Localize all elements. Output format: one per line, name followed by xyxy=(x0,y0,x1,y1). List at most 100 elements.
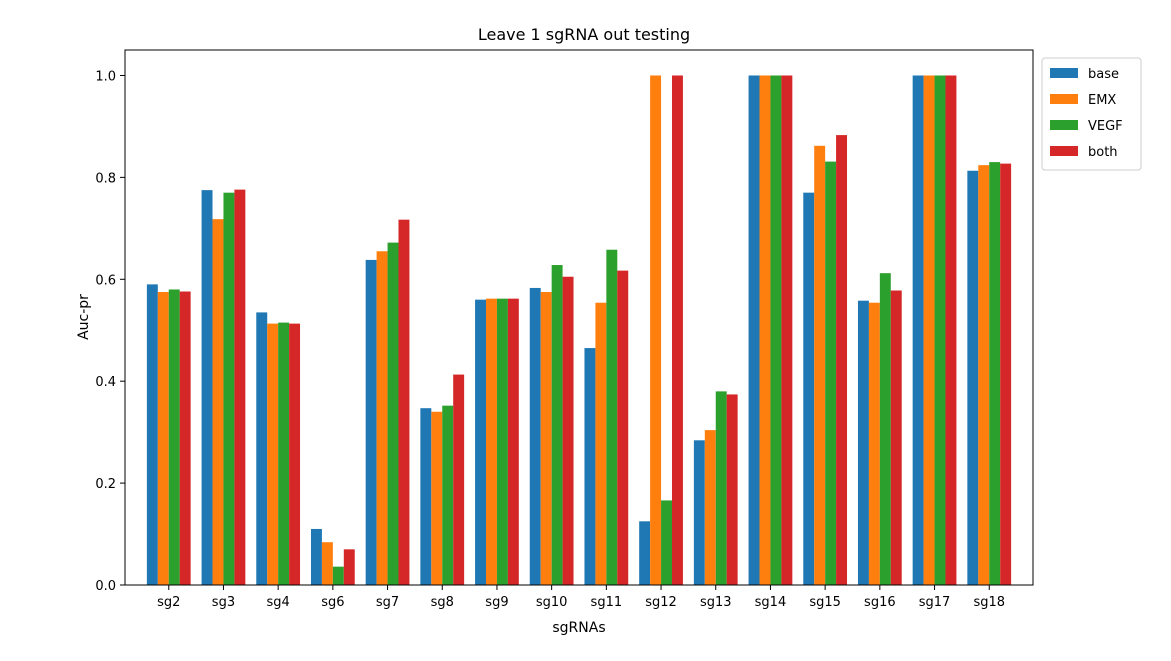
bar-base-sg11 xyxy=(584,348,596,585)
legend-swatch-both xyxy=(1050,146,1078,156)
x-axis: sg2 sg3 sg4 sg6 sg7 sg8 sg9 sg10 sg11 sg12 sg13 sg1… xyxy=(157,585,1005,610)
bar-both-sg10 xyxy=(562,276,574,585)
bar-both-sg9 xyxy=(507,298,519,585)
bar-both-sg4 xyxy=(289,323,301,585)
x-tick-label: sg10 xyxy=(536,595,568,610)
x-tick-label: sg3 xyxy=(212,595,235,610)
bar-VEGF-sg14 xyxy=(770,75,782,585)
x-tick-label: sg4 xyxy=(267,595,290,610)
bar-EMX-sg16 xyxy=(868,302,880,585)
bar-base-sg9 xyxy=(475,299,487,585)
legend-label-EMX: EMX xyxy=(1088,93,1116,108)
legend-label-base: base xyxy=(1088,67,1119,82)
bar-base-sg6 xyxy=(310,528,322,585)
bar-both-sg2 xyxy=(179,291,191,585)
bar-EMX-sg12 xyxy=(650,75,662,585)
x-tick-label: sg11 xyxy=(591,595,623,610)
bar-EMX-sg14 xyxy=(759,75,771,585)
bar-base-sg13 xyxy=(693,440,705,585)
bar-both-sg17 xyxy=(945,75,957,585)
legend-label-VEGF: VEGF xyxy=(1088,119,1123,134)
bar-VEGF-sg9 xyxy=(496,298,508,585)
bar-EMX-sg13 xyxy=(704,430,716,585)
y-axis: 0.0 0.2 0.4 0.6 0.8 1.0 xyxy=(95,69,125,594)
bars-layer xyxy=(146,75,1012,586)
x-tick-label: sg15 xyxy=(809,595,841,610)
bar-base-sg10 xyxy=(529,287,541,585)
y-axis-label: Auc-pr xyxy=(76,294,92,340)
bar-EMX-sg2 xyxy=(157,292,169,585)
bar-EMX-sg4 xyxy=(267,323,279,585)
bar-VEGF-sg6 xyxy=(332,566,344,585)
x-tick-label: sg8 xyxy=(431,595,454,610)
bar-EMX-sg11 xyxy=(595,302,607,585)
bar-EMX-sg10 xyxy=(540,292,552,585)
legend: base EMX VEGF both xyxy=(1041,57,1142,171)
bar-EMX-sg9 xyxy=(486,298,497,585)
bar-VEGF-sg4 xyxy=(278,322,290,585)
legend-swatch-EMX xyxy=(1050,94,1078,104)
bar-both-sg12 xyxy=(671,75,683,585)
bar-both-sg6 xyxy=(343,549,355,585)
bar-base-sg18 xyxy=(967,170,979,585)
bar-base-sg8 xyxy=(420,408,432,585)
bar-EMX-sg3 xyxy=(212,219,224,585)
bar-both-sg7 xyxy=(398,219,410,586)
bar-VEGF-sg17 xyxy=(934,75,946,585)
bar-base-sg4 xyxy=(256,312,268,585)
y-tick-label: 0.4 xyxy=(95,375,116,390)
bar-VEGF-sg8 xyxy=(442,405,454,585)
bar-both-sg15 xyxy=(836,135,848,585)
bar-VEGF-sg15 xyxy=(825,161,837,585)
x-tick-label: sg17 xyxy=(919,595,951,610)
bar-VEGF-sg10 xyxy=(551,265,563,585)
bar-both-sg8 xyxy=(453,374,465,585)
bar-VEGF-sg12 xyxy=(661,500,672,585)
x-tick-label: sg16 xyxy=(864,595,896,610)
bar-VEGF-sg16 xyxy=(879,273,891,585)
x-tick-label: sg12 xyxy=(645,595,677,610)
x-axis-label: sgRNAs xyxy=(552,620,605,636)
bar-base-sg16 xyxy=(857,300,869,585)
bar-VEGF-sg18 xyxy=(989,162,1001,585)
bar-base-sg15 xyxy=(803,192,815,586)
bar-both-sg3 xyxy=(234,189,246,586)
x-tick-label: sg9 xyxy=(485,595,508,610)
y-tick-label: 0.8 xyxy=(95,171,116,186)
legend-label-both: both xyxy=(1088,145,1118,160)
y-tick-label: 1.0 xyxy=(95,69,116,84)
bar-both-sg13 xyxy=(726,394,738,585)
x-tick-label: sg2 xyxy=(157,595,180,610)
x-tick-label: sg6 xyxy=(321,595,344,610)
bar-both-sg11 xyxy=(617,270,629,585)
chart-title: Leave 1 sgRNA out testing xyxy=(478,25,690,44)
x-tick-label: sg18 xyxy=(973,595,1005,610)
bar-base-sg2 xyxy=(146,284,158,585)
bar-VEGF-sg13 xyxy=(715,391,727,585)
bar-EMX-sg7 xyxy=(376,251,388,585)
bar-base-sg7 xyxy=(365,259,377,585)
bar-both-sg16 xyxy=(890,290,902,585)
bar-VEGF-sg7 xyxy=(387,242,399,585)
bar-VEGF-sg11 xyxy=(606,249,618,586)
bar-base-sg12 xyxy=(639,521,651,585)
bar-EMX-sg15 xyxy=(814,145,826,586)
y-tick-label: 0.6 xyxy=(95,273,116,288)
y-tick-label: 0.2 xyxy=(95,477,116,492)
bar-base-sg3 xyxy=(201,190,213,585)
x-tick-label: sg14 xyxy=(755,595,787,610)
bar-base-sg17 xyxy=(912,75,924,585)
bar-both-sg18 xyxy=(1000,163,1012,585)
legend-box xyxy=(1041,57,1142,171)
plot-frame xyxy=(124,49,1034,586)
y-tick-label: 0.0 xyxy=(95,579,116,594)
bar-both-sg14 xyxy=(781,75,793,585)
bar-EMX-sg18 xyxy=(978,165,990,585)
bar-EMX-sg8 xyxy=(431,411,443,585)
bar-VEGF-sg2 xyxy=(168,289,180,585)
bar-EMX-sg17 xyxy=(923,75,935,585)
legend-swatch-VEGF xyxy=(1050,120,1078,130)
bar-base-sg14 xyxy=(748,75,760,585)
